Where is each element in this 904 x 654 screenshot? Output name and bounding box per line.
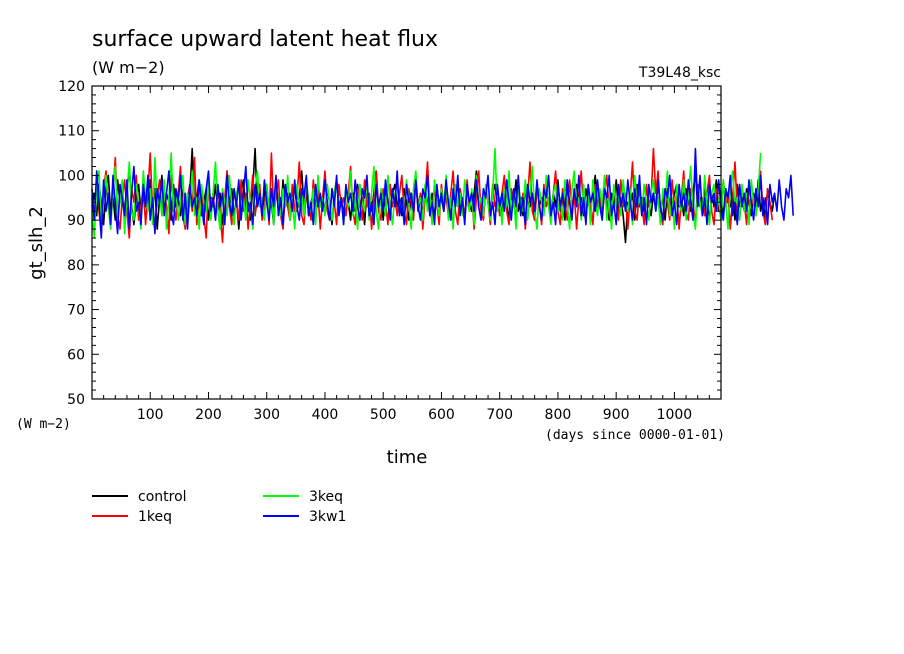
legend-label: 1keq [138, 509, 172, 525]
x-tick-label: 600 [428, 407, 455, 423]
series-line-3keq [91, 147, 762, 239]
legend-item-3kw1: 3kw1 [263, 509, 346, 525]
x-tick-label: 200 [195, 407, 222, 423]
x-tick-label: 700 [486, 407, 513, 423]
legend-item-1keq: 1keq [92, 509, 172, 525]
x-tick-label: 900 [603, 407, 630, 423]
legend-item-control: control [92, 489, 187, 505]
x-tick-label: 1000 [657, 407, 693, 423]
x-tick-label: 800 [545, 407, 572, 423]
x-tick-label: 400 [312, 407, 339, 423]
x-axis-label: time [387, 447, 428, 468]
y-tick-label: 90 [67, 213, 85, 229]
ticks-layer: 50 60 70 80 90 100 110 120 100 200 300 400 500 600 700… [58, 79, 721, 423]
legend: control 1keq 3keq 3kw1 [92, 489, 346, 525]
y-units-label: (W m−2) [16, 417, 71, 432]
y-axis-label: gt_slh_2 [26, 206, 47, 280]
y-tick-label: 100 [58, 168, 85, 184]
y-tick-label: 60 [67, 347, 85, 363]
plot-frame [91, 85, 722, 400]
y-tick-label: 120 [58, 79, 85, 95]
run-label: T39L48_ksc [638, 65, 721, 81]
x-tick-label: 100 [137, 407, 164, 423]
chart-subtitle: (W m−2) [92, 58, 165, 77]
y-tick-label: 50 [67, 392, 85, 408]
legend-label: 3keq [309, 489, 343, 505]
x-units-label: (days since 0000-01-01) [545, 428, 725, 443]
y-tick-label: 80 [67, 258, 85, 274]
y-tick-label: 70 [67, 303, 85, 319]
x-tick-label: 500 [370, 407, 397, 423]
x-tick-label: 300 [253, 407, 280, 423]
y-tick-label: 110 [58, 124, 85, 140]
legend-label: 3kw1 [309, 509, 346, 525]
series-line-3kw1 [91, 147, 794, 239]
legend-item-3keq: 3keq [263, 489, 343, 505]
chart-title: surface upward latent heat flux [92, 27, 438, 52]
series-layer [91, 147, 794, 244]
legend-label: control [138, 489, 187, 505]
